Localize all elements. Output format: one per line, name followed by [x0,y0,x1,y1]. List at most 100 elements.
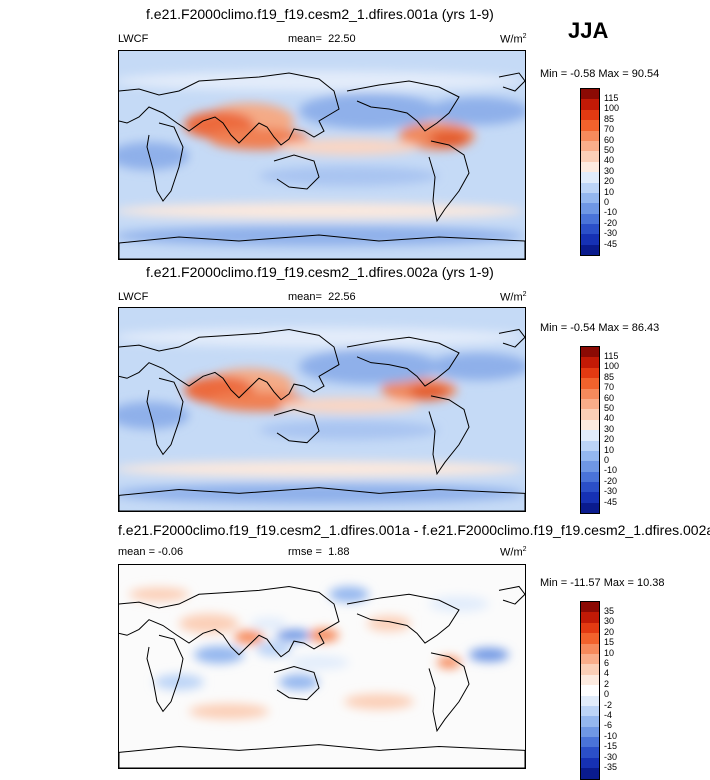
colorbar-swatch [581,440,599,451]
field-anomaly-region [119,203,524,219]
field-anomaly-region [279,139,419,155]
panel-2-title: f.e21.F2000climo.f19_f19.cesm2_1.dfires.… [146,264,494,280]
coastline [347,81,459,131]
colorbar-swatch [581,461,599,472]
colorbar-swatch [581,695,599,706]
colorbar-swatch [581,213,599,225]
colorbar-tick-label: 0 [604,454,610,465]
colorbar-tick-label: 20 [604,626,615,637]
field-anomaly-region [429,596,489,612]
panel-1-field-plot [119,51,525,259]
colorbar-swatch [581,716,599,727]
colorbar-tick-label: 60 [604,392,615,403]
colorbar-swatch [581,409,599,420]
colorbar-swatch [581,430,599,441]
field-anomaly-region [194,646,244,664]
panel-2-map [118,307,526,512]
colorbar-swatch [581,151,599,162]
colorbar-tick-label: -6 [604,720,613,731]
field-anomaly-region [119,226,524,246]
panel-3-map [118,564,526,769]
coastline [147,123,183,201]
field-anomaly-region [299,93,439,129]
colorbar-tick-label: -30 [604,751,618,762]
colorbar-tick-label: 70 [604,124,615,135]
colorbar-tick-label: -4 [604,709,613,720]
colorbar-swatch [581,664,599,675]
coastline [499,586,525,604]
panel-3-units: W/m2 [500,546,527,559]
field-anomaly-region [344,693,414,710]
colorbar-swatch [581,378,599,389]
colorbar-swatch [581,203,599,214]
colorbar-swatch [581,471,599,483]
field-anomaly-region [299,348,439,385]
field-anomaly-region [119,461,524,477]
panel-2-mean-label: mean= 22.56 [288,291,356,303]
colorbar-swatch [581,602,599,613]
season-label: JJA [568,18,609,43]
colorbar-swatch [581,747,599,758]
field-anomaly-region [469,647,509,662]
colorbar-tick-label: 0 [604,689,610,700]
field-anomaly-region [276,629,312,642]
colorbar-swatch [581,653,599,665]
panel-2-minmax: Min = -0.54 Max = 86.43 [540,322,660,334]
panel-1-map [118,50,526,260]
colorbar-swatch [581,109,599,121]
coastline [499,73,525,91]
colorbar-tick-label: 10 [604,444,615,455]
field-anomaly-region [129,587,189,602]
colorbar-swatch [581,99,599,110]
panel-2-variable-label: LWCF [118,291,149,303]
panel-3-mean-label: mean = -0.06 [118,546,184,558]
colorbar-swatch [581,633,599,644]
colorbar-tick-label: -20 [604,475,618,486]
coastline [347,594,459,643]
coastline [274,410,319,443]
colorbar-tick-label: 115 [604,92,619,103]
field-anomaly-region [234,630,264,645]
field-anomaly-region [179,613,239,634]
colorbar-swatch [581,705,599,717]
colorbar-swatch [581,768,599,779]
colorbar-tick-label: 2 [604,678,610,689]
field-anomaly-region [154,674,204,690]
colorbar-tick-label: 100 [604,361,620,372]
panel-1-mean-value: 22.50 [328,33,356,45]
field-anomaly-region [429,97,525,125]
field-anomaly-region [259,420,439,440]
colorbar-swatch [581,120,599,131]
coastline [119,586,339,656]
panel-1-title: f.e21.F2000climo.f19_f19.cesm2_1.dfires.… [146,6,494,22]
field-anomaly-region [251,617,287,630]
colorbar-tick-label: -35 [604,761,618,772]
colorbar-tick-label: 50 [604,144,615,155]
field-anomaly-region [259,166,439,186]
colorbar-tick-label: 20 [604,434,615,445]
coastline [119,73,339,145]
colorbar-tick-label: -20 [604,217,618,228]
colorbar-tick-label: 30 [604,423,615,434]
coastline [119,745,525,768]
colorbar-tick-label: -15 [604,741,618,752]
field-anomaly-region [367,615,411,632]
panel-3-field-plot [119,565,525,768]
colorbar-swatch [581,612,599,623]
colorbar-swatch [581,492,599,503]
colorbar-tick-label: 40 [604,155,615,166]
colorbar-tick-label: 15 [604,637,615,648]
panel-1-minmax: Min = -0.58 Max = 90.54 [540,68,660,80]
colorbar-tick-label: 30 [604,616,615,627]
panel-3-rmse-label: rmse = 1.88 [288,546,350,558]
field-anomaly-region [309,628,339,643]
colorbar-tick-label: 20 [604,176,615,187]
coastline [147,635,183,711]
panel-3-minmax: Min = -11.57 Max = 10.38 [540,577,665,589]
colorbar-swatch [581,172,599,183]
colorbar-tick-label: 30 [604,165,615,176]
colorbar-swatch [581,674,599,686]
colorbar-swatch [581,643,599,654]
colorbar-swatch [581,450,599,462]
colorbar-tick-label: 60 [604,134,615,145]
